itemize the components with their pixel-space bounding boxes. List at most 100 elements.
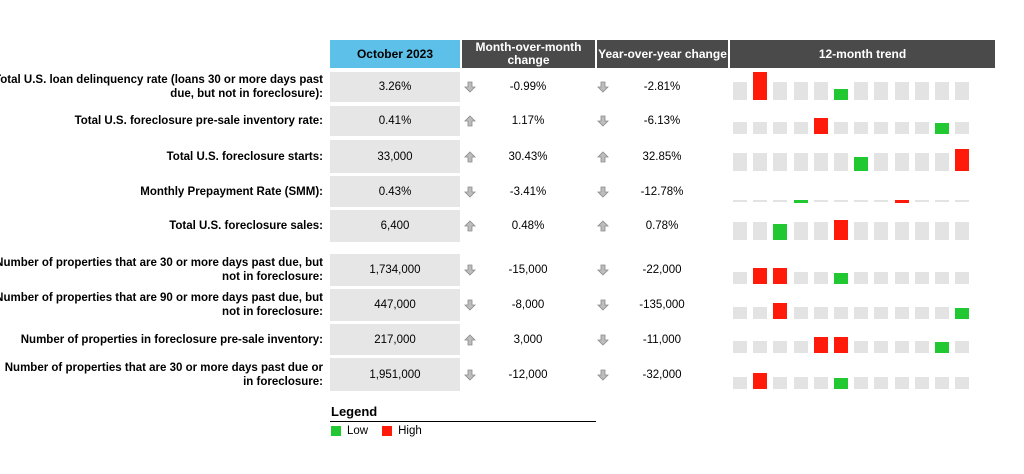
trend-bar (955, 200, 970, 202)
table-row: Number of properties that are 30 or more… (0, 358, 1000, 391)
metric-value: 217,000 (330, 324, 460, 355)
trend-bar (955, 308, 970, 319)
trend-bar (854, 122, 869, 134)
metric-label: Total U.S. foreclosure sales: (169, 220, 323, 232)
trend-bar (894, 122, 909, 134)
trend-bar (733, 200, 747, 202)
trend-bar (894, 153, 909, 171)
trend-bar (834, 153, 848, 171)
trend-bar (793, 307, 808, 319)
trend-bar (813, 307, 828, 319)
trend-bar (935, 272, 949, 284)
arrow-down-icon (464, 264, 476, 276)
trend-bar (834, 122, 848, 134)
trend-sparkline (733, 210, 995, 242)
trend-bar (854, 222, 869, 240)
table-row: Total U.S. foreclosure sales: 6,400 0.48% 0… (0, 210, 1000, 242)
trend-bar (854, 377, 869, 389)
metric-value: 0.43% (330, 176, 460, 207)
trend-bar (733, 82, 747, 100)
trend-bar (935, 153, 949, 171)
trend-bar (874, 122, 889, 134)
trend-bar (773, 341, 788, 353)
metric-value: 33,000 (330, 140, 460, 173)
arrow-up-icon (464, 333, 476, 346)
metric-value: 1,734,000 (330, 254, 460, 286)
trend-bar (955, 341, 970, 353)
mom-change-value: -0.99% (509, 81, 547, 93)
header-mom-change: Month-over-month change (462, 40, 595, 68)
trend-sparkline (733, 324, 995, 355)
trend-bar (773, 153, 788, 171)
mom-change-value: 0.48% (511, 220, 545, 232)
trend-sparkline (733, 72, 995, 102)
metric-label: Number of properties that are 90 or more… (0, 292, 323, 318)
trend-bar (935, 123, 949, 134)
trend-bar (773, 122, 788, 134)
trend-sparkline (733, 358, 995, 391)
table-row: Number of properties in foreclosure pre-… (0, 324, 1000, 355)
trend-bar (854, 272, 869, 284)
trend-bar (793, 222, 808, 240)
trend-bar (773, 224, 788, 240)
trend-bar (753, 122, 768, 134)
trend-bar (834, 220, 848, 240)
table-row: Total U.S. foreclosure starts: 33,000 30.4… (0, 140, 1000, 173)
header-yoy-change: Year-over-year change (597, 40, 728, 68)
trend-bar (894, 82, 909, 100)
arrow-up-icon (597, 220, 609, 232)
metric-label: Number of properties that are 30 or more… (4, 361, 323, 388)
arrow-down-icon (464, 299, 476, 311)
table-row: Number of properties that are 30 or more… (0, 254, 1000, 286)
trend-bar (854, 341, 869, 353)
trend-bar (793, 200, 808, 203)
trend-bar (935, 200, 949, 202)
trend-bar (834, 89, 848, 100)
trend-bar (874, 377, 889, 389)
arrow-down-icon (597, 186, 609, 198)
metric-value: 447,000 (330, 289, 460, 321)
yoy-change-value: -12.78% (640, 185, 684, 198)
trend-bar (955, 82, 970, 100)
mom-change-value: -12,000 (508, 368, 548, 381)
metric-value: 1,951,000 (330, 358, 460, 391)
trend-sparkline (733, 176, 995, 207)
legend-high-label: High (398, 425, 422, 437)
trend-bar (955, 222, 970, 240)
arrow-down-icon (597, 115, 609, 127)
arrow-up-icon (464, 220, 476, 232)
trend-bar (894, 307, 909, 319)
arrow-down-icon (464, 369, 476, 381)
metric-label: Total U.S. foreclosure pre-sale inventor… (74, 115, 323, 127)
yoy-change-value: -6.13% (643, 115, 681, 127)
trend-bar (955, 122, 970, 134)
trend-bar (753, 268, 768, 284)
metric-value: 0.41% (330, 106, 460, 136)
trend-sparkline (733, 289, 995, 321)
trend-bar (753, 222, 768, 240)
mom-change-value: -8,000 (511, 299, 545, 311)
table-row: Monthly Prepayment Rate (SMM): 0.43% -3.41… (0, 176, 1000, 207)
arrow-down-icon (464, 186, 476, 198)
trend-bar (733, 272, 747, 284)
trend-bar (813, 82, 828, 100)
trend-bar (793, 377, 808, 389)
trend-bar (854, 200, 869, 202)
trend-bar (733, 341, 747, 353)
trend-bar (773, 82, 788, 100)
trend-sparkline (733, 254, 995, 286)
yoy-change-value: 0.78% (645, 220, 679, 232)
trend-bar (914, 341, 929, 353)
arrow-up-icon (597, 150, 609, 163)
trend-bar (733, 222, 747, 240)
trend-bar (874, 153, 889, 171)
arrow-down-icon (597, 299, 609, 311)
metric-label: Number of properties that are 30 or more… (0, 257, 323, 283)
trend-bar (773, 303, 788, 319)
trend-bar (793, 82, 808, 100)
trend-bar (773, 200, 788, 202)
trend-bar (914, 82, 929, 100)
yoy-change-value: -2.81% (643, 81, 681, 93)
trend-sparkline (733, 106, 995, 136)
legend-title: Legend (331, 404, 378, 419)
